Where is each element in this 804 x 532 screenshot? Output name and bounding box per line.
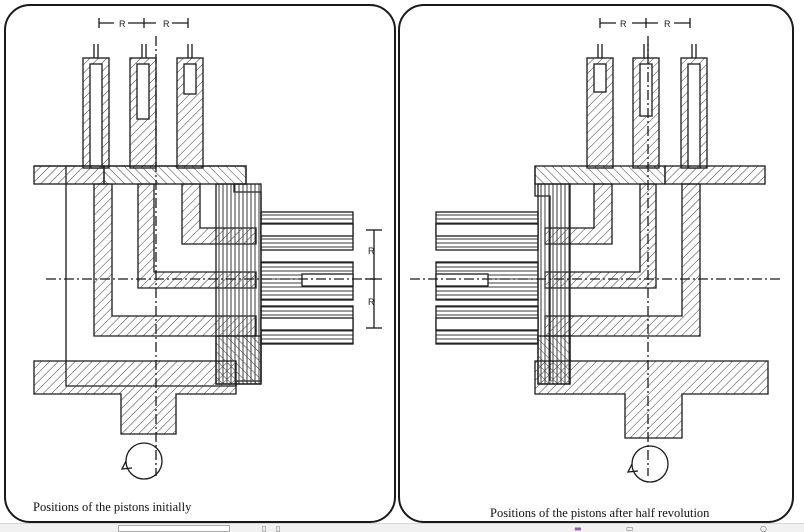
help-icon[interactable]: ○ xyxy=(760,525,767,532)
text-icon[interactable]: ▭ xyxy=(626,525,634,532)
dimension-label: R xyxy=(368,246,375,256)
highlight-icon[interactable]: ▬ xyxy=(574,525,582,532)
dimension-label: R xyxy=(664,19,671,29)
left-diagram-panel: R R R R Positions of the pistons initial… xyxy=(4,4,396,523)
bottom-toolbar: ▯ ▯ ▬ ▭ ○ xyxy=(0,523,804,532)
right-piston-drawing: R R xyxy=(400,6,794,523)
dimension-label: R xyxy=(119,19,126,29)
dimension-label: R xyxy=(620,19,627,29)
left-caption: Positions of the pistons initially xyxy=(33,500,191,515)
search-input[interactable] xyxy=(118,525,230,532)
dimension-label: R xyxy=(368,297,375,307)
right-diagram-panel: R R Positions of the pistons after half … xyxy=(398,4,794,523)
page-icon[interactable]: ▯ xyxy=(276,525,280,532)
dimension-label: R xyxy=(163,19,170,29)
left-piston-drawing: R R R R xyxy=(6,6,396,523)
page-icon[interactable]: ▯ xyxy=(262,525,266,532)
right-caption: Positions of the pistons after half revo… xyxy=(490,506,709,521)
